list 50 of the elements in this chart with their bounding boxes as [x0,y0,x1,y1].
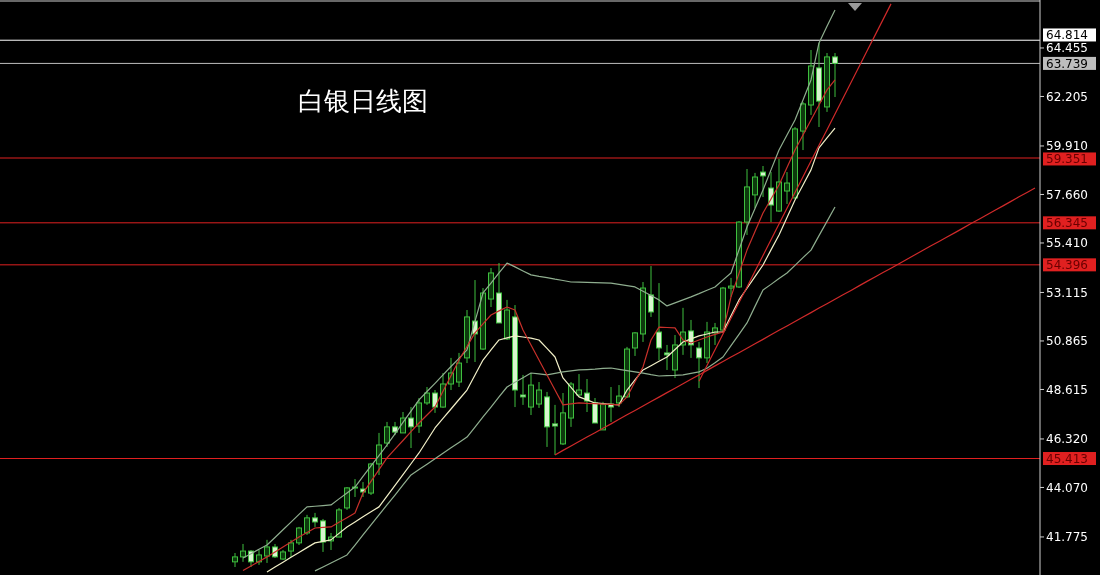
candlestick [608,386,614,423]
ref-line-label: 64.814 [1046,28,1088,43]
candlestick [696,341,702,389]
candlestick [408,406,414,449]
candlestick [416,397,422,434]
y-tick-label: 55.410 [1046,236,1088,251]
candlestick [784,171,790,205]
candlestick [312,512,318,528]
candlestick [536,381,542,409]
candlestick [552,404,558,456]
y-tick-label: 46.320 [1046,432,1088,447]
candlestick [376,432,382,476]
y-tick-label: 48.615 [1046,382,1088,397]
candlestick [648,265,654,318]
y-tick-label: 44.070 [1046,480,1088,495]
candlestick [728,277,734,298]
candlestick [832,52,838,98]
y-tick-label: 62.205 [1046,89,1088,104]
candlestick [664,344,670,371]
y-tick-label: 53.115 [1046,285,1088,300]
candlestick [304,514,310,536]
y-tick-label: 57.660 [1046,187,1088,202]
ref-line-label: 54.396 [1046,258,1088,273]
candlestick [520,374,526,406]
y-tick-label: 59.910 [1046,139,1088,154]
candlestick [584,378,590,413]
candlestick [352,478,358,498]
candlestick [768,171,774,223]
y-tick-label: 64.455 [1046,41,1088,56]
ref-line-label: 59.351 [1046,152,1088,167]
text: 白银日线图 [298,86,428,116]
candlestick [656,282,662,361]
y-tick-label: 41.775 [1046,530,1088,545]
candlestick [320,518,326,553]
candlestick [760,165,766,198]
candlestick [232,552,238,568]
candlestick [264,539,270,564]
candlestick [592,397,598,424]
line-series [314,206,836,572]
candlestick [456,352,462,388]
ref-line-label: 45.413 [1046,451,1088,466]
ref-line-label: 63.739 [1046,56,1088,71]
candlestick [240,543,246,563]
candlestick [632,331,638,357]
candlestick [528,372,534,416]
candlestick [432,389,438,414]
ref-line-label: 56.345 [1046,216,1088,231]
y-tick-label: 50.865 [1046,334,1088,349]
candlestick [752,172,758,209]
candlestick [384,421,390,448]
